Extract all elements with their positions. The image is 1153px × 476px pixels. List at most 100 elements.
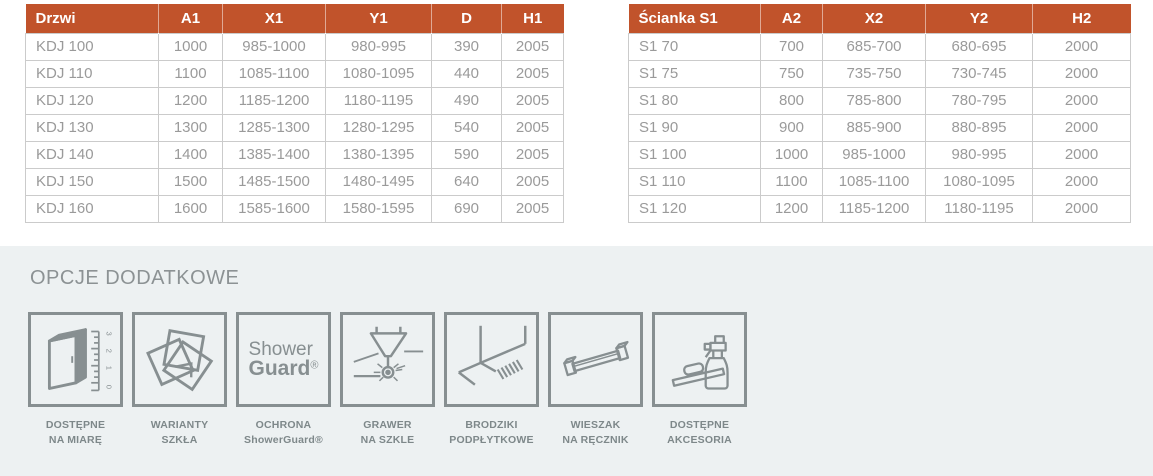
showerguard-logo-line2: Guard: [248, 356, 311, 380]
option-label-line: ShowerGuard®: [244, 433, 323, 446]
options-row: 3 2 1 0 DOSTĘPNE NA MIARĘ: [28, 312, 747, 447]
table-row: S1 110 1100 1085-1100 1080-1095 2000: [628, 167, 1131, 196]
column-header: H1: [501, 4, 564, 33]
value-cell: 1600: [158, 194, 223, 223]
option-under-tile-trays: BRODZIKI PODPŁYTKOWE: [444, 312, 539, 447]
value-cell: 1280-1295: [325, 113, 432, 142]
value-cell: 1500: [158, 167, 223, 196]
value-cell: 1080-1095: [325, 59, 432, 88]
value-cell: 2000: [1032, 194, 1131, 223]
under-tile-tray-icon: [444, 312, 539, 407]
value-cell: 1480-1495: [325, 167, 432, 196]
value-cell: 680-695: [925, 32, 1033, 61]
value-cell: 980-995: [325, 32, 432, 61]
value-cell: 1400: [158, 140, 223, 169]
value-cell: 1085-1100: [222, 59, 326, 88]
model-cell: KDJ 150: [25, 167, 159, 196]
option-label-line: SZKŁA: [161, 433, 198, 446]
model-cell: S1 80: [628, 86, 761, 115]
value-cell: 700: [760, 32, 823, 61]
wall-spec-table: Ścianka S1 A2 X2 Y2 H2 S1 70 700 685-700 680-695…: [628, 4, 1131, 223]
column-header: A1: [158, 4, 223, 33]
model-cell: KDJ 100: [25, 32, 159, 61]
value-cell: 1180-1195: [325, 86, 432, 115]
option-label: OCHRONA ShowerGuard®: [244, 418, 323, 447]
value-cell: 1000: [158, 32, 223, 61]
option-label-line: AKCESORIA: [667, 433, 732, 446]
model-cell: S1 75: [628, 59, 761, 88]
table-row: KDJ 120 1200 1185-1200 1180-1195 490 2005: [25, 86, 564, 115]
option-label-line: PODPŁYTKOWE: [449, 433, 534, 446]
column-header: Y2: [925, 4, 1033, 33]
value-cell: 1485-1500: [222, 167, 326, 196]
value-cell: 885-900: [822, 113, 926, 142]
column-header: Drzwi: [25, 4, 159, 33]
value-cell: 880-895: [925, 113, 1033, 142]
value-cell: 2005: [501, 113, 564, 142]
value-cell: 900: [760, 113, 823, 142]
svg-text:1: 1: [104, 365, 113, 369]
value-cell: 1385-1400: [222, 140, 326, 169]
value-cell: 390: [431, 32, 502, 61]
option-towel-hanger: WIESZAK NA RĘCZNIK: [548, 312, 643, 447]
value-cell: 640: [431, 167, 502, 196]
value-cell: 1185-1200: [222, 86, 326, 115]
value-cell: 735-750: [822, 59, 926, 88]
value-cell: 2000: [1032, 32, 1131, 61]
column-header: D: [431, 4, 502, 33]
doors-spec-table: Drzwi A1 X1 Y1 D H1 KDJ 100 1000 985-1000 980-995…: [25, 4, 564, 223]
table-row: KDJ 100 1000 985-1000 980-995 390 2005: [25, 32, 564, 61]
registered-mark: ®: [310, 359, 319, 372]
model-cell: S1 120: [628, 194, 761, 223]
model-cell: S1 90: [628, 113, 761, 142]
option-label-line: WARIANTY: [150, 419, 209, 431]
option-label-line: BRODZIKI: [465, 419, 518, 431]
header-row: Drzwi A1 X1 Y1 D H1: [25, 4, 564, 33]
value-cell: 1000: [760, 140, 823, 169]
value-cell: 2000: [1032, 140, 1131, 169]
value-cell: 1080-1095: [925, 167, 1033, 196]
value-cell: 1085-1100: [822, 167, 926, 196]
additional-options-section: OPCJE DODATKOWE: [0, 246, 1153, 476]
glass-variants-icon: [132, 312, 227, 407]
showerguard-icon: Shower Guard®: [236, 312, 331, 407]
model-cell: KDJ 120: [25, 86, 159, 115]
value-cell: 1585-1600: [222, 194, 326, 223]
value-cell: 1185-1200: [822, 194, 926, 223]
table-row: S1 100 1000 985-1000 980-995 2000: [628, 140, 1131, 169]
value-cell: 1380-1395: [325, 140, 432, 169]
model-cell: S1 100: [628, 140, 761, 169]
custom-size-icon: 3 2 1 0: [28, 312, 123, 407]
model-cell: S1 110: [628, 167, 761, 196]
options-section-title: OPCJE DODATKOWE: [30, 267, 240, 289]
value-cell: 1100: [760, 167, 823, 196]
option-label-line: GRAWER: [363, 419, 412, 431]
value-cell: 800: [760, 86, 823, 115]
value-cell: 2005: [501, 194, 564, 223]
svg-text:2: 2: [104, 348, 113, 352]
model-cell: KDJ 160: [25, 194, 159, 223]
value-cell: 690: [431, 194, 502, 223]
option-showerguard: Shower Guard® OCHRONA ShowerGuard®: [236, 312, 331, 447]
option-label-line: DOSTĘPNE: [669, 419, 730, 431]
option-accessories: DOSTĘPNE AKCESORIA: [652, 312, 747, 447]
table-row: S1 80 800 785-800 780-795 2000: [628, 86, 1131, 115]
option-label: WIESZAK NA RĘCZNIK: [562, 418, 628, 447]
svg-text:0: 0: [104, 384, 113, 388]
value-cell: 2005: [501, 140, 564, 169]
option-label-line: OCHRONA: [255, 419, 312, 431]
value-cell: 2005: [501, 32, 564, 61]
value-cell: 2000: [1032, 59, 1131, 88]
option-label-line: NA RĘCZNIK: [562, 433, 629, 446]
option-glass-engraving: GRAWER NA SZKLE: [340, 312, 435, 447]
value-cell: 750: [760, 59, 823, 88]
table-row: S1 90 900 885-900 880-895 2000: [628, 113, 1131, 142]
value-cell: 780-795: [925, 86, 1033, 115]
table-row: S1 70 700 685-700 680-695 2000: [628, 32, 1131, 61]
value-cell: 2000: [1032, 86, 1131, 115]
value-cell: 785-800: [822, 86, 926, 115]
column-header: A2: [760, 4, 823, 33]
option-glass-variants: WARIANTY SZKŁA: [132, 312, 227, 447]
value-cell: 985-1000: [822, 140, 926, 169]
